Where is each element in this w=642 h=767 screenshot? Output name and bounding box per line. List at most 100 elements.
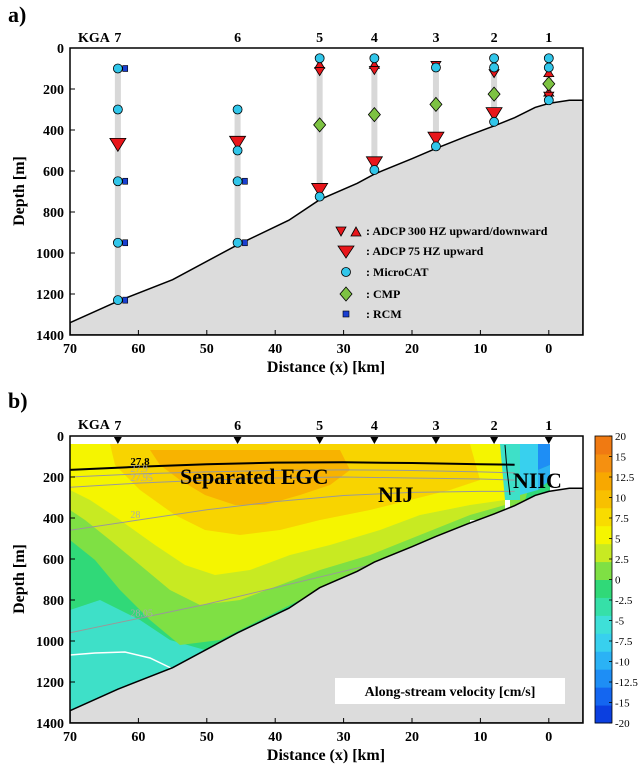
colorbar-tick-label: 5: [615, 534, 621, 546]
microcat-marker: [431, 141, 441, 152]
b-station-marker: [490, 437, 499, 444]
adcp300-down-marker: [368, 66, 381, 76]
b-xtick-label: 20: [405, 730, 419, 745]
b-xtick-label: 60: [131, 730, 145, 745]
density-contour-label: 28: [130, 510, 140, 521]
a-ytick-label: 1200: [36, 288, 64, 303]
a-xtick-label: 0: [545, 342, 552, 357]
microcat-marker: [112, 237, 123, 248]
b-station-label: 5: [316, 419, 323, 434]
panel-a-ylabel: Depth [m]: [11, 156, 28, 226]
colorbar-tick-label: -10: [615, 657, 630, 669]
a-ytick-label: 200: [43, 83, 64, 98]
b-station-marker: [315, 437, 324, 444]
microcat-marker: [112, 104, 123, 115]
panel-a-station-prefix: KGA: [78, 31, 111, 46]
a-xtick-label: 10: [473, 342, 487, 357]
a-xtick-label: 70: [63, 342, 77, 357]
density-contour-line: [70, 469, 515, 478]
microcat-marker: [232, 176, 243, 187]
density-contour-line: [70, 461, 515, 471]
a-xtick-label: 30: [337, 342, 351, 357]
b-xtick-label: 0: [545, 730, 552, 745]
annotation-text: Along-stream velocity [cm/s]: [365, 685, 536, 700]
adcp75-marker: [109, 137, 127, 153]
a-ytick-label: 1000: [36, 247, 64, 262]
panel-b-plot: 27.827.927.95 28 28.05: [70, 436, 583, 723]
colorbar-tick-label: -2.5: [615, 595, 633, 607]
a-station-label: 5: [316, 31, 323, 46]
b-ytick-label: 800: [43, 594, 64, 609]
b-xtick-label: 50: [200, 730, 214, 745]
rcm-marker: [242, 239, 248, 247]
microcat-marker: [369, 165, 380, 175]
b-ytick-label: 1000: [36, 635, 64, 650]
a-station-label: 7: [114, 31, 121, 46]
b-station-marker: [113, 437, 122, 444]
microcat-marker: [489, 62, 499, 73]
colorbar-segment: [595, 669, 612, 688]
colorbar-tick-label: -15: [615, 698, 630, 710]
density-contour-label: 27.95: [130, 473, 153, 484]
data-gap-top: [70, 436, 583, 444]
rcm-marker: [122, 65, 129, 72]
colorbar-tick-label: -7.5: [615, 636, 633, 648]
colorbar-tick-label: 10: [615, 493, 627, 505]
a-ytick-label: 600: [43, 165, 64, 180]
b-ytick-label: 200: [43, 471, 64, 486]
a-station-label: 4: [371, 31, 378, 46]
b-station-marker: [431, 437, 440, 444]
colorbar-segment: [595, 453, 612, 473]
colorbar-tick-label: 20: [615, 431, 627, 443]
b-ytick-label: 0: [57, 430, 64, 445]
panel-a-plot: [70, 48, 583, 335]
panel-b-station-prefix: KGA: [78, 418, 111, 433]
b-xtick-label: 10: [473, 730, 487, 745]
legend-adcp300-symbol: [335, 226, 362, 237]
mooring-line: [234, 109, 241, 243]
legend-microcat-label: : MicroCAT: [366, 265, 429, 279]
microcat-marker: [112, 63, 123, 74]
density-contour-label: 27.8: [130, 456, 150, 468]
b-xtick-label: 30: [337, 730, 351, 745]
microcat-marker: [314, 53, 325, 64]
panel-a-station-labels: KGA 7 6 5 4 3 2 1: [78, 31, 552, 46]
legend-microcat-symbol: [341, 267, 351, 277]
b-station-marker: [233, 437, 242, 444]
b-station-marker: [370, 437, 379, 444]
colorbar-segment: [595, 651, 612, 670]
panel-b-frame: [69, 435, 584, 724]
colorbar-tick-label: -20: [615, 718, 630, 730]
legend-adcp75-label: : ADCP 75 HZ upward: [366, 244, 484, 258]
panel-a-instrument-markers: [109, 53, 556, 306]
b-ytick-label: 1400: [36, 717, 64, 732]
b-station-label: 3: [432, 419, 439, 434]
a-ytick-label: 0: [57, 42, 64, 57]
colorbar-tick-label: -12.5: [615, 677, 638, 689]
microcat-marker: [543, 62, 554, 73]
panel-b-ylabel: Depth [m]: [11, 544, 28, 614]
microcat-marker: [232, 145, 243, 156]
microcat-marker: [112, 295, 123, 306]
microcat-marker: [543, 53, 554, 64]
panel-b-x-ticks: 70 60 50 40 30 20 10 0: [63, 718, 552, 745]
b-station-label: 6: [234, 419, 241, 434]
microcat-marker: [369, 53, 380, 64]
a-xtick-label: 20: [405, 342, 419, 357]
microcat-marker: [112, 176, 123, 187]
a-xtick-label: 50: [200, 342, 214, 357]
velocity-band-niic-lightblue: [538, 465, 550, 490]
panel-b: b) 27.827.927.95 28 28.05: [8, 388, 638, 764]
colorbar-segment: [595, 579, 612, 598]
colorbar-segment: [595, 489, 612, 509]
colorbar-segment: [595, 561, 612, 580]
density-contour-label: 28.05: [130, 608, 153, 619]
cmp-marker: [542, 76, 556, 92]
adcp75-marker: [485, 107, 503, 122]
adcp75-marker: [427, 131, 445, 146]
cmp-marker: [367, 107, 381, 123]
colorbar-tick-label: 7.5: [615, 513, 629, 525]
colorbar-segment: [595, 507, 612, 527]
region-label-niic: NIIC: [513, 468, 562, 493]
